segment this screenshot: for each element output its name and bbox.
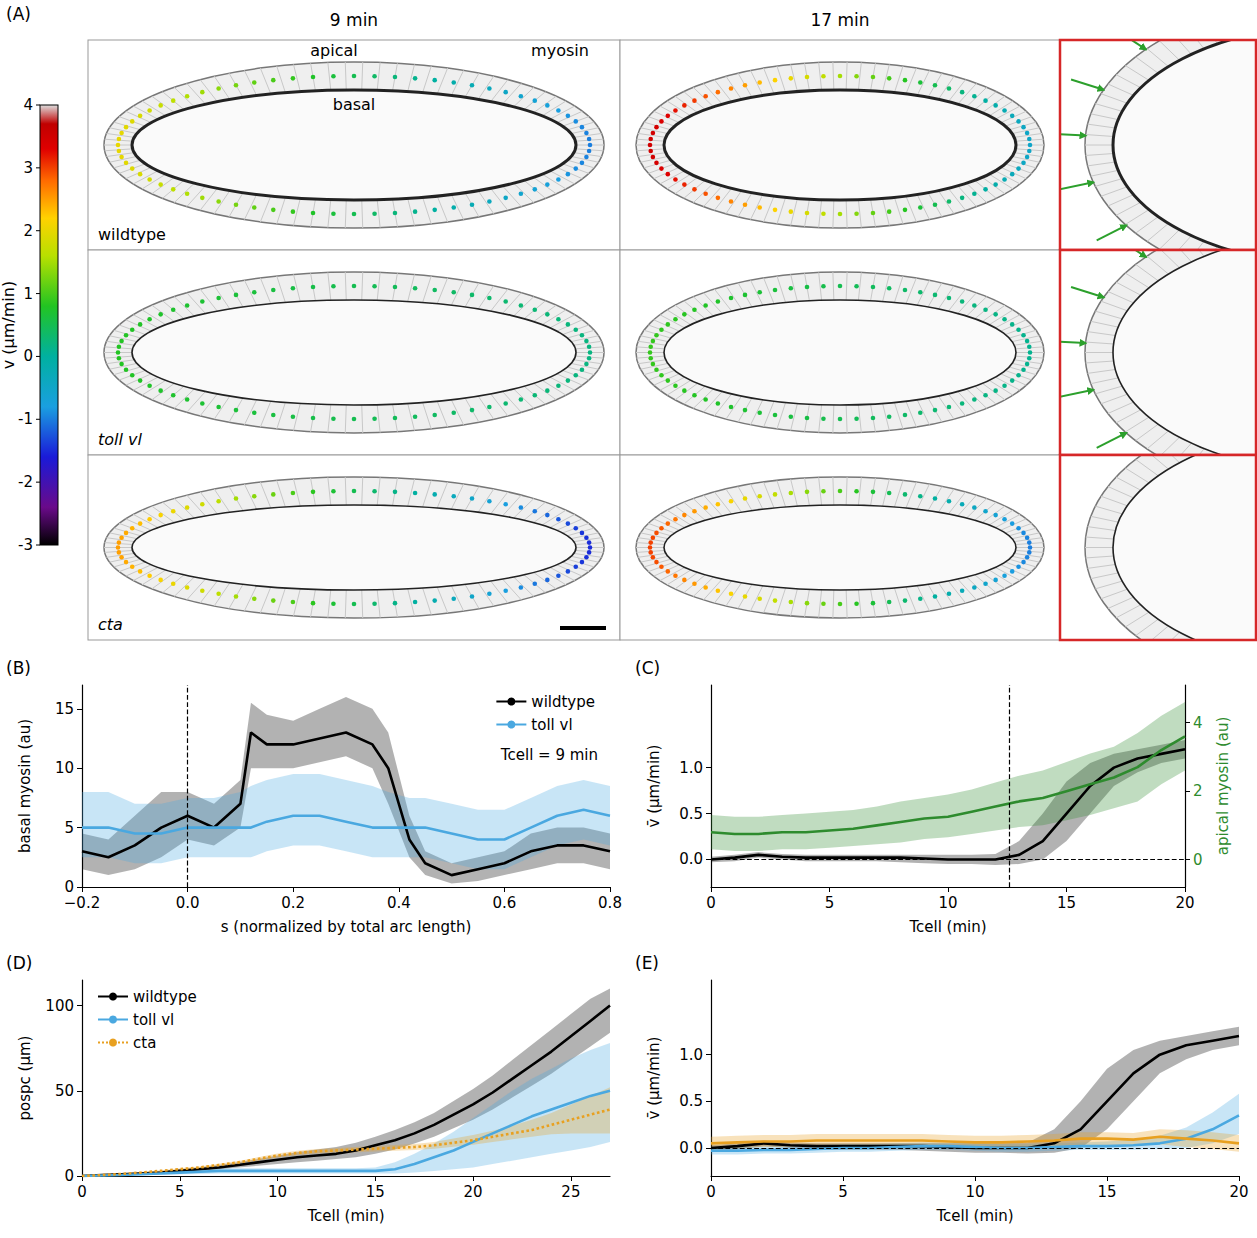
svg-text:17 min: 17 min — [810, 10, 869, 30]
svg-text:(D): (D) — [6, 953, 32, 973]
svg-text:pospc (µm): pospc (µm) — [16, 1036, 34, 1121]
svg-text:myosin: myosin — [531, 41, 589, 60]
svg-text:15: 15 — [55, 700, 74, 718]
svg-text:0: 0 — [64, 1167, 74, 1185]
svg-text:10: 10 — [268, 1183, 287, 1201]
svg-text:cta: cta — [98, 615, 123, 634]
svg-text:0.4: 0.4 — [387, 894, 411, 912]
svg-text:Tcell (min): Tcell (min) — [935, 1207, 1013, 1225]
svg-text:5: 5 — [838, 1183, 848, 1201]
svg-text:toll vl: toll vl — [98, 430, 143, 449]
svg-text:wildtype: wildtype — [133, 988, 197, 1006]
svg-text:1.0: 1.0 — [679, 759, 703, 777]
svg-text:15: 15 — [366, 1183, 385, 1201]
svg-text:wildtype: wildtype — [531, 693, 595, 711]
svg-text:v̄ (µm/min): v̄ (µm/min) — [645, 745, 663, 828]
svg-text:-1: -1 — [18, 410, 33, 428]
svg-text:20: 20 — [1229, 1183, 1248, 1201]
svg-text:2: 2 — [1193, 782, 1203, 800]
svg-text:20: 20 — [464, 1183, 483, 1201]
svg-text:basal: basal — [333, 95, 376, 114]
svg-text:5: 5 — [825, 894, 835, 912]
svg-text:0.5: 0.5 — [679, 805, 703, 823]
svg-text:-3: -3 — [18, 536, 33, 554]
svg-text:−0.2: −0.2 — [64, 894, 100, 912]
svg-text:0.8: 0.8 — [598, 894, 622, 912]
svg-text:1: 1 — [23, 285, 33, 303]
svg-text:25: 25 — [561, 1183, 580, 1201]
svg-text:s (normalized by total arc len: s (normalized by total arc length) — [221, 918, 472, 936]
svg-text:toll vl: toll vl — [531, 716, 572, 734]
svg-text:50: 50 — [55, 1082, 74, 1100]
svg-text:15: 15 — [1097, 1183, 1116, 1201]
svg-text:0.2: 0.2 — [281, 894, 305, 912]
svg-text:0.0: 0.0 — [679, 850, 703, 868]
svg-text:4: 4 — [1193, 714, 1203, 732]
svg-text:15: 15 — [1057, 894, 1076, 912]
svg-text:4: 4 — [23, 96, 33, 114]
svg-text:0.6: 0.6 — [492, 894, 516, 912]
svg-text:0: 0 — [23, 347, 33, 365]
svg-text:2: 2 — [23, 222, 33, 240]
svg-text:0.0: 0.0 — [176, 894, 200, 912]
svg-text:-2: -2 — [18, 473, 33, 491]
svg-text:Tcell = 9 min: Tcell = 9 min — [500, 746, 598, 764]
svg-text:20: 20 — [1175, 894, 1194, 912]
svg-text:5: 5 — [175, 1183, 185, 1201]
svg-text:10: 10 — [965, 1183, 984, 1201]
svg-text:(A): (A) — [6, 4, 31, 24]
svg-text:cta: cta — [133, 1034, 156, 1052]
svg-text:1.0: 1.0 — [679, 1046, 703, 1064]
svg-text:wildtype: wildtype — [98, 225, 166, 244]
svg-text:0: 0 — [64, 878, 74, 896]
svg-text:0: 0 — [1193, 851, 1203, 869]
svg-text:apical: apical — [310, 41, 357, 60]
svg-text:5: 5 — [64, 819, 74, 837]
svg-text:Tcell (min): Tcell (min) — [306, 1207, 384, 1225]
svg-text:0: 0 — [706, 1183, 716, 1201]
svg-text:10: 10 — [55, 759, 74, 777]
svg-text:Tcell (min): Tcell (min) — [908, 918, 986, 936]
svg-text:v̄ (µm/min): v̄ (µm/min) — [645, 1037, 663, 1120]
svg-text:(E): (E) — [635, 953, 659, 973]
svg-text:0.0: 0.0 — [679, 1139, 703, 1157]
svg-text:(B): (B) — [6, 658, 31, 678]
svg-text:(C): (C) — [635, 658, 660, 678]
svg-text:0: 0 — [706, 894, 716, 912]
svg-text:10: 10 — [938, 894, 957, 912]
svg-text:3: 3 — [23, 159, 33, 177]
svg-text:9 min: 9 min — [330, 10, 378, 30]
svg-text:v (µm/min): v (µm/min) — [0, 281, 18, 369]
svg-text:basal myosin (au): basal myosin (au) — [16, 719, 34, 853]
svg-text:100: 100 — [45, 997, 74, 1015]
svg-text:0: 0 — [77, 1183, 87, 1201]
svg-text:toll vl: toll vl — [133, 1011, 174, 1029]
svg-text:apical myosin (au): apical myosin (au) — [1214, 717, 1232, 856]
svg-text:0.5: 0.5 — [679, 1092, 703, 1110]
